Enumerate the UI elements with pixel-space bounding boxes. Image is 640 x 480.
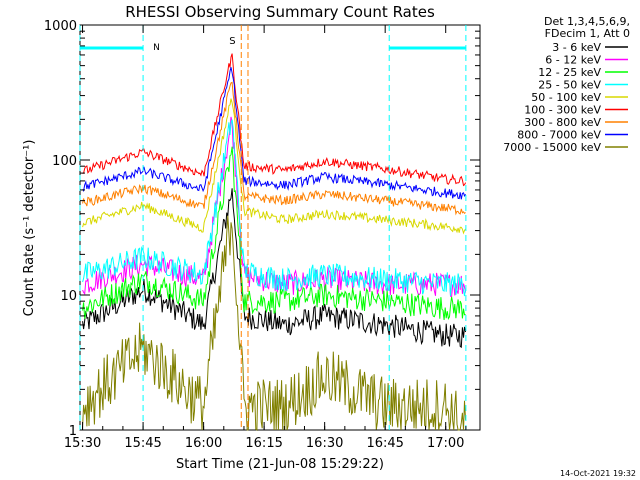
x-axis-label: Start Time (21-Jun-08 15:29:22) [176,457,384,472]
night-label: N [153,43,160,53]
plot-area: N S 15:30 15:45 16:00 16:15 16:30 16:45 17:00 1 1… [44,19,481,451]
y-tick-label-0: 1 [69,424,77,439]
legend-entry-3: 25 - 50 keV [538,79,601,92]
legend-entry-4: 50 - 100 keV [531,91,601,104]
x-tick-label-6: 17:00 [427,436,464,451]
legend-entry-0: 3 - 6 keV [552,41,601,54]
legend: Det 1,3,4,5,6,9,FDecim 1, Att 03 - 6 keV… [503,15,630,154]
series-line-7 [82,67,467,200]
legend-entry-6: 300 - 800 keV [524,116,601,129]
y-axis-label: Count Rate (s⁻¹ detector⁻¹) [22,140,37,317]
x-tick-label-3: 16:15 [245,436,282,451]
series-line-4 [82,98,467,235]
y-tick-label-2: 100 [52,154,77,169]
legend-header-1: FDecim 1, Att 0 [545,27,630,40]
series-line-0 [82,188,467,349]
legend-entry-7: 800 - 7000 keV [517,129,601,142]
series-line-1 [82,116,467,297]
series-line-3 [82,119,467,297]
x-tick-label-0: 15:30 [64,436,101,451]
series-line-5 [82,53,467,187]
legend-entry-5: 100 - 300 keV [524,104,601,117]
plot-frame [79,24,481,431]
legend-entry-8: 7000 - 15000 keV [503,141,601,154]
footer-timestamp: 14-Oct-2021 19:32 [560,469,636,478]
x-tick-label-4: 16:30 [306,436,343,451]
series-line-6 [82,81,466,216]
x-tick-label-1: 15:45 [124,436,161,451]
series-line-8 [82,215,467,432]
chart-title: RHESSI Observing Summary Count Rates [125,3,435,21]
legend-header-0: Det 1,3,4,5,6,9, [544,15,630,28]
series-line-2 [82,146,466,321]
y-tick-label-1: 10 [60,289,77,304]
y-tick-label-3: 1000 [44,19,77,34]
x-tick-label-2: 16:00 [185,436,222,451]
legend-entry-1: 6 - 12 keV [545,54,601,67]
legend-entry-2: 12 - 25 keV [538,66,601,79]
saa-label: S [229,36,235,47]
x-tick-label-5: 16:45 [366,436,403,451]
